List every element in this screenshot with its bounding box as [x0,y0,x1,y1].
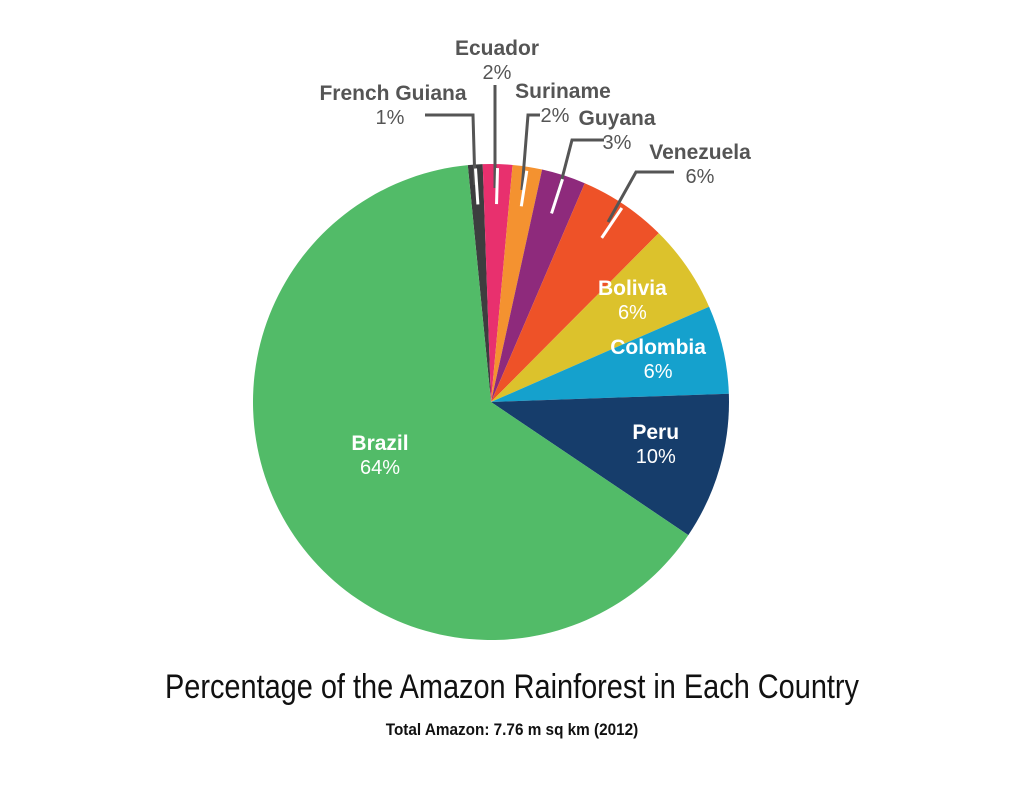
pie-slice-french-guiana [467,164,491,402]
leader-tick [473,168,480,205]
slice-percent-label: 2% [541,105,570,127]
slice-percent-label: 6% [686,166,715,188]
pie-slice-suriname [491,164,543,402]
leader-line [606,170,674,223]
slice-name-label: Brazil [351,432,408,455]
leader-tick [495,168,500,205]
pie-slice-colombia [491,306,729,402]
slice-name-label: Peru [632,421,679,444]
pie-slice-bolivia [491,233,710,402]
slice-name-label: Venezuela [649,141,751,164]
leader-line [425,113,477,186]
slice-percent-label: 6% [644,361,673,383]
slice-name-label: French Guiana [319,82,466,105]
slice-name-label: Colombia [610,336,706,359]
leader-tick [550,178,564,214]
slice-name-label: Bolivia [598,277,667,300]
slice-percent-label: 1% [376,107,405,129]
slice-name-label: Ecuador [455,37,539,60]
pie-slice-guyana [491,169,585,402]
chart-title: Percentage of the Amazon Rainforest in E… [165,668,859,706]
pie-slice-venezuela [491,183,659,402]
chart-subtitle: Total Amazon: 7.76 m sq km (2012) [385,720,639,739]
slice-percent-label: 3% [603,132,632,154]
pie-slice-peru [491,393,729,536]
slice-percent-label: 10% [636,446,676,468]
leader-line [520,113,540,191]
leader-tick [519,170,529,207]
pie-slice-brazil [253,165,689,641]
leader-line [555,138,604,199]
slice-percent-label: 6% [618,302,647,324]
slice-percent-label: 2% [483,62,512,84]
pie-slice-ecuador [482,164,513,402]
slice-name-label: Suriname [515,80,611,103]
leader-tick [600,207,624,239]
slice-percent-label: 64% [360,457,400,479]
slice-name-label: Guyana [578,107,655,130]
